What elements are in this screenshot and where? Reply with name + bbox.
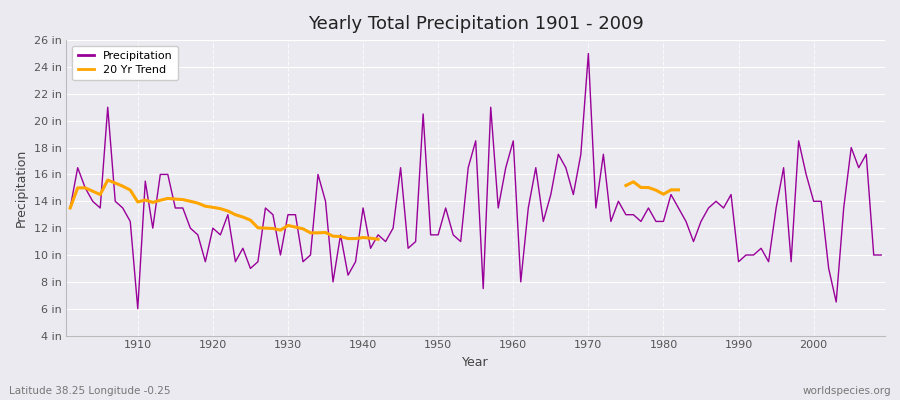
20 Yr Trend [132, 200, 143, 204]
20 Yr Trend [312, 230, 323, 235]
Line: 20 Yr Trend: 20 Yr Trend [70, 180, 378, 239]
20 Yr Trend [148, 200, 158, 205]
20 Yr Trend [125, 188, 136, 192]
20 Yr Trend [350, 236, 361, 241]
20 Yr Trend [328, 234, 338, 238]
20 Yr Trend [184, 199, 195, 204]
20 Yr Trend [253, 226, 264, 230]
20 Yr Trend [177, 197, 188, 202]
Precipitation [343, 273, 354, 278]
Precipitation [516, 280, 526, 284]
20 Yr Trend [110, 181, 121, 186]
20 Yr Trend [208, 205, 219, 210]
Text: Latitude 38.25 Longitude -0.25: Latitude 38.25 Longitude -0.25 [9, 386, 170, 396]
20 Yr Trend [65, 206, 76, 210]
20 Yr Trend [87, 189, 98, 194]
Title: Yearly Total Precipitation 1901 - 2009: Yearly Total Precipitation 1901 - 2009 [308, 15, 644, 33]
20 Yr Trend [305, 230, 316, 235]
20 Yr Trend [80, 186, 91, 190]
20 Yr Trend [117, 184, 128, 188]
Precipitation [132, 306, 143, 311]
20 Yr Trend [245, 218, 256, 222]
20 Yr Trend [155, 198, 166, 203]
20 Yr Trend [320, 230, 331, 235]
Precipitation [876, 253, 886, 258]
Precipitation [298, 259, 309, 264]
X-axis label: Year: Year [463, 356, 489, 369]
20 Yr Trend [275, 228, 286, 232]
20 Yr Trend [140, 198, 150, 202]
Text: worldspecies.org: worldspecies.org [803, 386, 891, 396]
20 Yr Trend [267, 226, 278, 231]
Precipitation [125, 219, 136, 224]
20 Yr Trend [230, 212, 241, 217]
20 Yr Trend [103, 178, 113, 182]
20 Yr Trend [238, 215, 248, 220]
20 Yr Trend [193, 201, 203, 206]
Line: Precipitation: Precipitation [70, 54, 881, 309]
20 Yr Trend [335, 234, 346, 239]
20 Yr Trend [94, 192, 105, 197]
Precipitation [65, 206, 76, 210]
20 Yr Trend [170, 197, 181, 202]
20 Yr Trend [162, 196, 173, 201]
20 Yr Trend [365, 236, 376, 241]
20 Yr Trend [373, 237, 383, 242]
Legend: Precipitation, 20 Yr Trend: Precipitation, 20 Yr Trend [72, 46, 178, 80]
Precipitation [583, 51, 594, 56]
20 Yr Trend [290, 225, 301, 230]
Precipitation [613, 199, 624, 204]
20 Yr Trend [200, 204, 211, 209]
20 Yr Trend [260, 226, 271, 230]
Precipitation [508, 138, 518, 143]
20 Yr Trend [343, 236, 354, 241]
20 Yr Trend [215, 206, 226, 211]
Y-axis label: Precipitation: Precipitation [15, 149, 28, 227]
20 Yr Trend [72, 186, 83, 190]
20 Yr Trend [357, 235, 368, 240]
20 Yr Trend [222, 209, 233, 214]
20 Yr Trend [298, 226, 309, 231]
20 Yr Trend [283, 223, 293, 228]
